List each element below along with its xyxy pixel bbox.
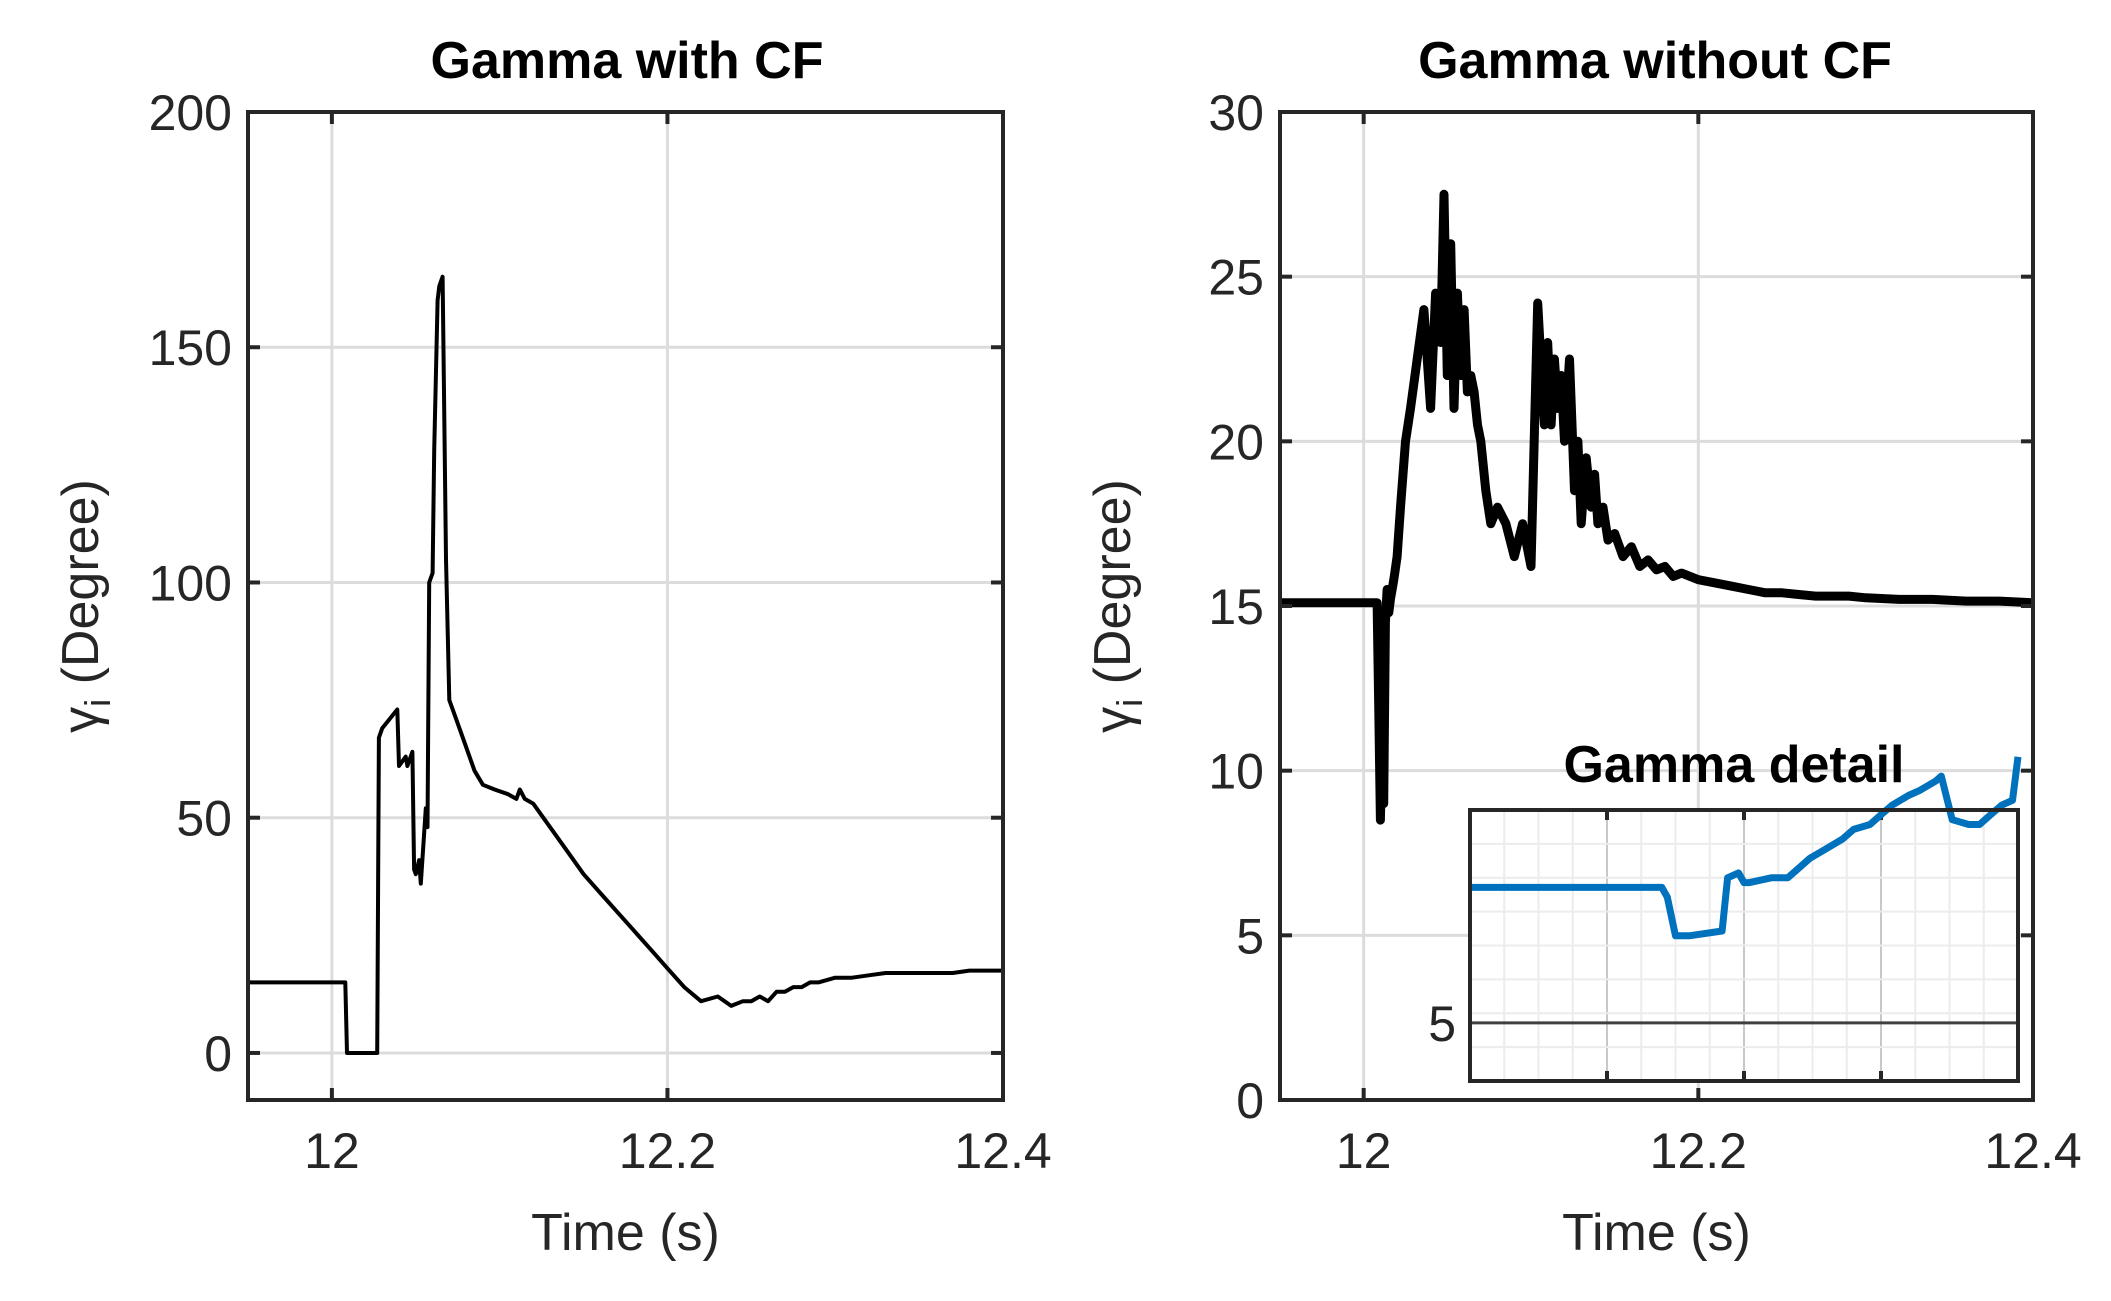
y-axis-label-symbol: γ — [52, 707, 110, 733]
y-tick-label: 25 — [1208, 250, 1264, 306]
series-layer — [1280, 189, 2034, 825]
y-tick-label: 5 — [1236, 908, 1264, 964]
inset-y-tick-label: 5 — [1428, 996, 1456, 1052]
y-tick-label: 10 — [1208, 744, 1264, 800]
y-axis-label-subscript: i — [77, 699, 118, 707]
grid-lines — [248, 112, 1003, 1100]
x-tick-label: 12.2 — [619, 1123, 716, 1179]
inset-gamma-detail: Gamma detail 5 — [1428, 736, 2022, 1083]
x-tick-label: 12.2 — [1650, 1123, 1747, 1179]
y-axis-label-unit: (Degree) — [52, 479, 110, 699]
x-axis-label: Time (s) — [1562, 1204, 1751, 1262]
y-tick-label: 100 — [149, 555, 232, 611]
x-tick-label: 12.4 — [954, 1123, 1051, 1179]
y-tick-label: 200 — [149, 85, 232, 141]
inset-frame — [1468, 808, 2020, 1083]
y-axis-label: γi (Degree) — [52, 479, 118, 733]
inset-series-layer — [1470, 756, 2022, 940]
inset-grid-lines — [1470, 810, 2018, 1081]
series-line-gamma_without_cf — [1280, 189, 2034, 825]
chart-title: Gamma with CF — [431, 32, 824, 90]
series-line-gamma_with_cf — [248, 274, 1003, 1055]
y-tick-label: 0 — [204, 1026, 232, 1082]
x-tick-label: 12 — [304, 1123, 360, 1179]
x-axis-label: Time (s) — [531, 1204, 720, 1262]
y-tick-label: 150 — [149, 320, 232, 376]
axes-frame — [246, 110, 1005, 1102]
y-axis-label-symbol: γ — [1084, 707, 1142, 733]
y-tick-label: 15 — [1208, 579, 1264, 635]
y-tick-label: 30 — [1208, 85, 1264, 141]
y-tick-label: 20 — [1208, 414, 1264, 470]
series-layer — [248, 274, 1003, 1055]
tick-layer: 12 12.2 12.4 0 50 100 150 200 — [149, 85, 1052, 1179]
y-axis-label-subscript: i — [1109, 699, 1150, 707]
chart-gamma-with-cf: Gamma with CF 12 12.2 12.4 0 50 100 150 200 Tim… — [52, 32, 1052, 1262]
y-axis-label: γi (Degree) — [1084, 479, 1150, 733]
inset-series-line — [1470, 756, 2022, 940]
inset-title: Gamma detail — [1563, 736, 1904, 794]
tick-layer: 12 12.2 12.4 0 5 10 15 20 25 30 — [1208, 85, 2081, 1179]
x-tick-label: 12 — [1336, 1123, 1392, 1179]
y-axis-label-unit: (Degree) — [1084, 479, 1142, 699]
y-tick-label: 50 — [176, 791, 232, 847]
y-tick-label: 0 — [1236, 1073, 1264, 1129]
chart-title: Gamma without CF — [1418, 32, 1892, 90]
x-tick-label: 12.4 — [1984, 1123, 2081, 1179]
chart-gamma-without-cf: Gamma without CF 12 12.2 12.4051015202530 … — [1084, 32, 2082, 1262]
